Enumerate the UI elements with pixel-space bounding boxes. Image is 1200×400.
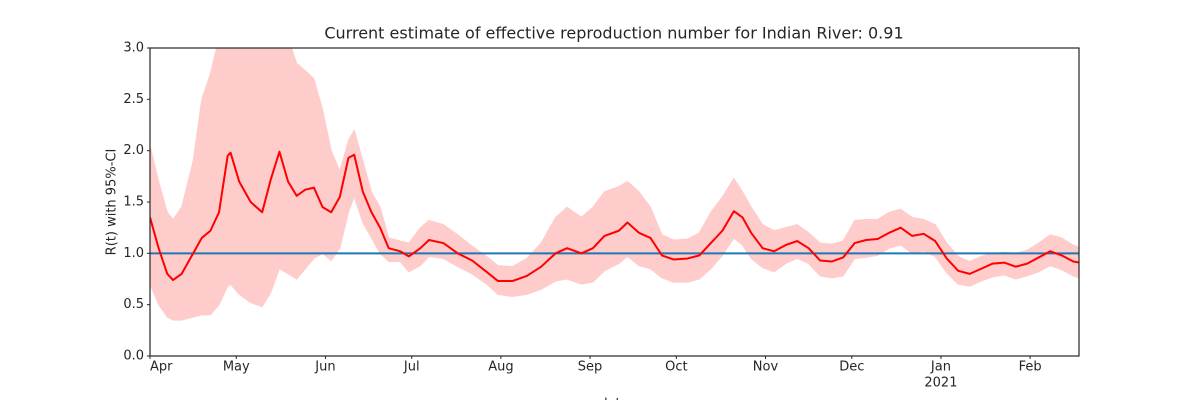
- x-tick-label: Sep: [578, 360, 603, 375]
- y-tick-label: 2.5: [123, 92, 144, 107]
- estimate-line: [150, 150, 1079, 283]
- x-tick-label: Nov: [753, 360, 779, 375]
- x-tick-label: Jun: [314, 360, 335, 375]
- x-tick-label: Feb: [1019, 360, 1042, 375]
- x-tick-label: Jul: [403, 360, 420, 375]
- plot-area: [150, 48, 1079, 321]
- x-tick-label: Aug: [488, 360, 513, 375]
- y-tick-label: 1.5: [123, 195, 144, 210]
- y-tick-label: 0.5: [123, 297, 144, 312]
- x-year-label: 2021: [924, 376, 957, 391]
- x-tick-label: Dec: [839, 360, 864, 375]
- y-tick-label: 0.0: [123, 349, 144, 364]
- x-axis-label: date: [599, 397, 628, 400]
- x-tick-label: May: [223, 360, 250, 375]
- y-tick-label: 2.0: [123, 143, 144, 158]
- x-tick-label: Oct: [665, 360, 687, 375]
- chart-title: Current estimate of effective reproducti…: [324, 24, 903, 43]
- x-tick-label: Jan: [930, 360, 951, 375]
- y-axis-label: R(t) with 95%-CI: [105, 149, 120, 256]
- x-tick-label: Apr: [150, 360, 173, 375]
- y-tick-label: 3.0: [123, 41, 144, 56]
- y-tick-label: 1.0: [123, 246, 144, 261]
